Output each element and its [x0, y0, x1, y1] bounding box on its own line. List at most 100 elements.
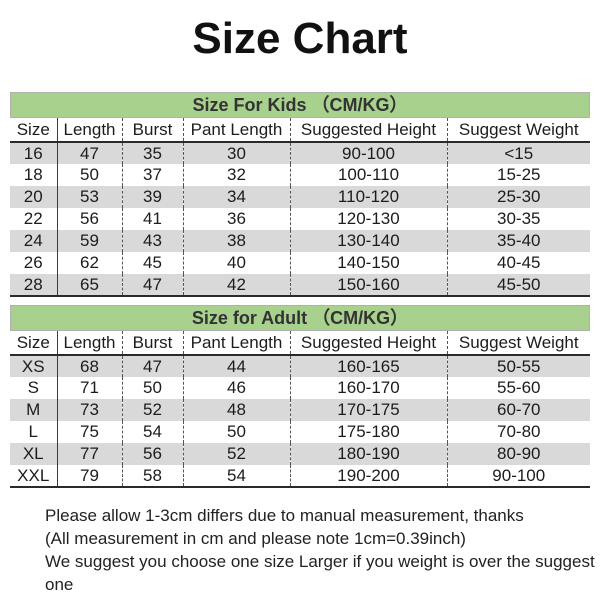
table-cell: 50 [182, 421, 290, 443]
table-cell: 26 [23, 253, 43, 272]
adult-size-table: Size Length Burst Pant Length Suggested Heig… [10, 331, 590, 488]
adult-table-title: Size for Adult （CM/KG） [10, 305, 590, 331]
column-header: Length [56, 331, 122, 356]
table-cell: 46 [182, 377, 290, 399]
table-cell: 43 [121, 230, 183, 252]
column-header: Pant Length [182, 118, 290, 143]
table-cell: 70-80 [446, 421, 590, 443]
table-cell: 68 [56, 355, 122, 377]
table-row: L 75 54 50 175-180 70-80 [10, 421, 590, 443]
table-row: S 71 50 46 160-170 55-60 [10, 377, 590, 399]
table-cell: 65 [56, 274, 122, 297]
header-row: Size Length Burst Pant Length Suggested Heig… [10, 331, 590, 356]
table-cell: 110-120 [289, 186, 447, 208]
table-cell: 62 [56, 252, 122, 274]
kids-size-table: Size Length Burst Pant Length Suggested Heig… [10, 118, 590, 297]
table-cell: 30 [182, 142, 290, 164]
adult-table-body: XS 68 47 44 160-165 50-55 S 71 50 46 160-170 55-60 M… [10, 355, 590, 488]
column-header: Length [56, 118, 122, 143]
table-cell: 180-190 [289, 443, 447, 465]
table-cell: 37 [121, 164, 183, 186]
table-cell: 20 [23, 187, 43, 206]
measurement-notes: Please allow 1-3cm differs due to manual… [45, 504, 600, 596]
table-cell: XL [22, 444, 44, 463]
table-row: XS 68 47 44 160-165 50-55 [10, 355, 590, 377]
table-cell: 80-90 [446, 443, 590, 465]
table-cell: 90-100 [289, 142, 447, 164]
table-cell: 190-200 [289, 465, 447, 488]
adult-table-head: Size Length Burst Pant Length Suggested Heig… [10, 331, 590, 356]
table-row: 26 62 45 40 140-150 40-45 [10, 252, 590, 274]
table-cell: <15 [446, 142, 590, 164]
table-cell: 45-50 [446, 274, 590, 297]
table-cell: 24 [23, 231, 43, 250]
table-cell: 35-40 [446, 230, 590, 252]
table-cell: 175-180 [289, 421, 447, 443]
table-cell: 53 [56, 186, 122, 208]
table-cell: 35 [121, 142, 183, 164]
size-chart-page: Size Chart Size For Kids （CM/KG） Size Len… [0, 14, 600, 614]
column-header: Suggest Weight [446, 331, 590, 356]
table-cell: L [28, 422, 38, 441]
table-cell: 30-35 [446, 208, 590, 230]
table-row: 18 50 37 32 100-110 15-25 [10, 164, 590, 186]
table-cell: 73 [56, 399, 122, 421]
table-cell: 77 [56, 443, 122, 465]
table-cell: 130-140 [289, 230, 447, 252]
table-cell: 32 [182, 164, 290, 186]
table-cell: 58 [121, 465, 183, 488]
table-row: 16 47 35 30 90-100 <15 [10, 142, 590, 164]
table-cell: 40-45 [446, 252, 590, 274]
table-cell: 56 [121, 443, 183, 465]
table-cell: 140-150 [289, 252, 447, 274]
table-cell: 50-55 [446, 355, 590, 377]
column-header: Suggested Height [289, 331, 447, 356]
table-cell: 52 [121, 399, 183, 421]
table-row: M 73 52 48 170-175 60-70 [10, 399, 590, 421]
kids-table-title: Size For Kids （CM/KG） [10, 92, 590, 118]
column-header: Burst [121, 118, 183, 143]
table-cell: 54 [121, 421, 183, 443]
table-cell: 75 [56, 421, 122, 443]
table-cell: 150-160 [289, 274, 447, 297]
table-row: 28 65 47 42 150-160 45-50 [10, 274, 590, 297]
table-cell: 54 [182, 465, 290, 488]
table-cell: 25-30 [446, 186, 590, 208]
note-line: We suggest you choose one size Larger if… [45, 552, 595, 594]
table-cell: 52 [182, 443, 290, 465]
table-row: 22 56 41 36 120-130 30-35 [10, 208, 590, 230]
table-cell: 170-175 [289, 399, 447, 421]
column-header: Burst [121, 331, 183, 356]
adult-size-section: Size for Adult （CM/KG） Size Length Burst Pa… [10, 305, 590, 488]
column-header: Suggested Height [289, 118, 447, 143]
table-cell: 47 [56, 142, 122, 164]
table-cell: 40 [182, 252, 290, 274]
table-cell: 44 [182, 355, 290, 377]
table-cell: 71 [56, 377, 122, 399]
table-row: 20 53 39 34 110-120 25-30 [10, 186, 590, 208]
table-cell: 120-130 [289, 208, 447, 230]
table-cell: 16 [23, 143, 43, 163]
table-row: 24 59 43 38 130-140 35-40 [10, 230, 590, 252]
table-cell: 55-60 [446, 377, 590, 399]
kids-size-section: Size For Kids （CM/KG） Size Length Burst Pan… [10, 92, 590, 297]
table-cell: 39 [121, 186, 183, 208]
table-cell: 50 [121, 377, 183, 399]
table-row: XXL 79 58 54 190-200 90-100 [10, 465, 590, 488]
table-cell: S [27, 378, 39, 397]
note-line: (All measurement in cm and please note 1… [45, 529, 466, 548]
kids-table-head: Size Length Burst Pant Length Suggested Heig… [10, 118, 590, 143]
table-cell: 47 [121, 355, 183, 377]
header-row: Size Length Burst Pant Length Suggested Heig… [10, 118, 590, 143]
table-cell: 28 [10, 274, 57, 297]
table-cell: 60-70 [446, 399, 590, 421]
table-cell: XXL [10, 465, 57, 488]
table-cell: 160-170 [289, 377, 447, 399]
table-cell: 47 [121, 274, 183, 297]
table-cell: 59 [56, 230, 122, 252]
table-cell: 90-100 [446, 465, 590, 488]
table-cell: 56 [56, 208, 122, 230]
column-header: Suggest Weight [446, 118, 590, 143]
table-cell: 79 [56, 465, 122, 488]
table-cell: XS [21, 356, 45, 376]
